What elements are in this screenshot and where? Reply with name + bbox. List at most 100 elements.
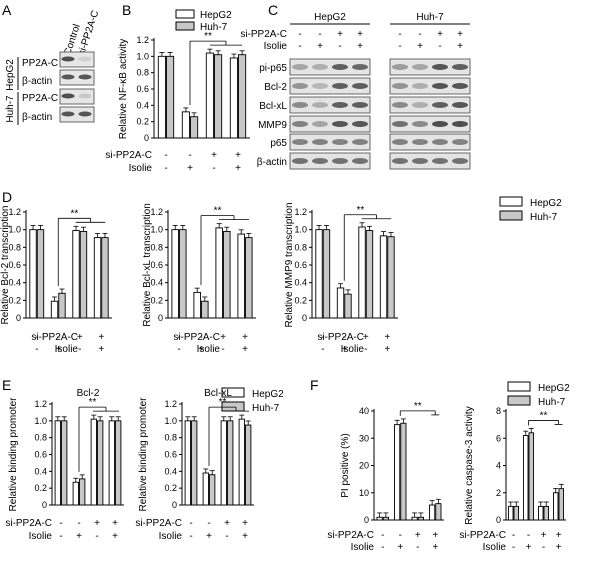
blot-a-band [78,93,92,99]
y-tick-label: 1.0 [8,225,21,235]
legend-b-hepg2-label: HepG2 [200,10,232,21]
blot-c-si-mark: - [298,29,301,40]
y-tick-label: 0.4 [34,466,47,476]
bar [344,293,352,319]
blot-c-strip-huh7 [389,77,471,95]
si-mark: - [207,518,210,529]
isolie-mark: - [177,344,180,355]
si-row-label: si-PP2A-C [173,332,220,343]
blot-c-isolie-mark: + [457,41,463,52]
isolie-mark: + [112,531,118,542]
y-tick-label: 1.2 [150,207,163,217]
chart-e-bclxl: 0 0.2 0.4 0.6 0.8 1.0 1.2 Relative binding prom… [135,388,254,542]
y-tick-label: 0.8 [164,433,177,443]
bar [214,54,223,139]
blot-c-strip-hepg2 [289,152,371,170]
blot-a-band [78,56,92,62]
bar [417,516,424,521]
significance-label: ** [219,397,227,408]
bar [50,300,59,319]
blot-c-row-label: pi-p65 [259,63,287,74]
panel-letter-b: B [122,2,131,18]
blot-c-row-label: MMP9 [258,120,287,131]
chart-b-nfkb: 0 0.2 0.4 0.6 0.8 1.0 1.2 Relative NF-κB activi… [105,31,250,174]
si-mark: - [177,332,180,343]
bar [322,229,331,319]
isolie-mark: - [189,531,192,542]
blot-c-band [432,83,448,89]
y-axis-label: Relative binding promoter [138,397,149,512]
bar [245,237,253,319]
bar [202,472,209,506]
blot-c-band [332,121,348,127]
blot-c-isolie-mark: - [298,41,301,52]
bar [166,55,175,139]
bar [382,516,389,521]
y-tick-label: 1.0 [150,225,163,235]
si-mark: - [343,332,346,343]
y-axis-label: Relative caspase-3 activity [464,406,475,524]
bar [220,420,227,506]
blot-c-band [452,83,468,89]
y-tick-label: 0 [42,500,47,510]
blot-c-band [392,121,408,127]
bar [558,488,564,521]
isolie-mark: - [35,344,38,355]
blot-c-strip-huh7 [389,152,471,170]
si-mark: + [541,530,547,541]
y-tick-label: 0.4 [150,278,163,288]
isolie-row-label: Isolie [55,344,79,355]
blot-c-band [312,64,328,70]
si-mark: - [199,332,202,343]
significance-label: ** [214,206,222,217]
si-mark: + [224,518,230,529]
isolie-row-label: Isolie [483,542,507,553]
blot-c-strip-huh7 [389,58,471,76]
isolie-mark: + [242,531,248,542]
bar [54,420,61,506]
si-mark: + [384,332,390,343]
bar [179,229,187,319]
y-tick-label: 40 [359,406,369,416]
blot-c-band [352,121,368,127]
blot-c-band [452,121,468,127]
si-mark: + [235,150,241,161]
blot-c-si-mark: + [437,29,443,40]
blot-c-si-label: si-PP2A-C [240,29,287,40]
si-mark: - [321,332,324,343]
y-tick-label: 10 [359,488,369,498]
bar [36,229,45,319]
bar [238,54,247,139]
bar [435,503,442,521]
blot-c-band [352,83,368,89]
isolie-mark: - [416,542,419,553]
isolie-mark: - [381,542,384,553]
bar [157,55,166,139]
blot-c-row-label: Bcl-xL [259,101,287,112]
bar [513,505,519,521]
legend-b: HepG2 Huh-7 [175,9,232,33]
blot-c-band [312,83,328,89]
blot-c-group-hepg2: HepG2 [314,12,346,23]
blot-c-band [332,64,348,70]
blot-c-band [392,102,408,108]
bar [229,57,238,139]
y-tick-label: 0.4 [136,100,149,110]
blot-c-isolie-mark: - [398,41,401,52]
legend-d: HepG2 Huh-7 [499,196,562,223]
blot-c-band [392,83,408,89]
si-row-label: si-PP2A-C [5,518,52,529]
blot-panel-a: Control si-PP2A-C HepG2 Huh-7 PP2A-C β-a… [5,9,101,125]
si-mark: + [112,518,118,529]
bar [108,420,115,506]
blot-a-band [61,111,75,117]
chart-f-pi: 0 10 20 30 40 PI positive (%) ** si-PP2A-CIsoli… [327,401,444,553]
y-tick-label: 0 [158,313,163,323]
blot-c-band [392,64,408,70]
blot-c-isolie-mark: - [338,41,341,52]
y-tick-label: 0 [172,500,177,510]
chart-e-bcl2: 0 0.2 0.4 0.6 0.8 1.0 1.2 Relative binding prom… [5,388,124,542]
bar [90,418,97,506]
panel-letter-d: D [2,189,12,205]
y-axis-label: Relative binding promoter [8,397,19,512]
